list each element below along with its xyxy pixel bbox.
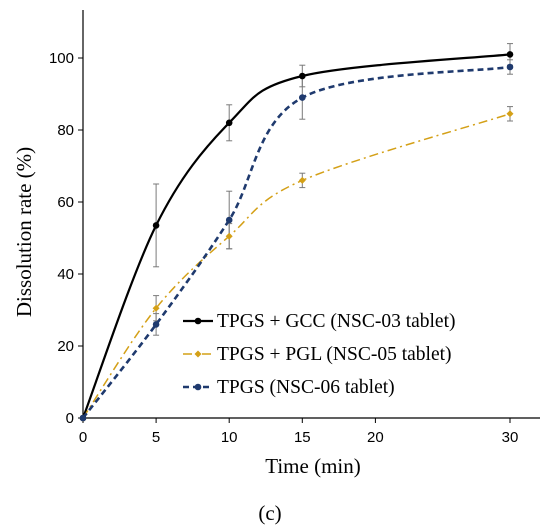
series-line bbox=[81, 65, 511, 419]
data-point bbox=[506, 110, 514, 118]
legend-marker bbox=[194, 383, 202, 391]
legend: TPGS + GCC (NSC-03 tablet) TPGS + PGL (NS… bbox=[183, 311, 456, 398]
y-axis-title: Dissolution rate (%) bbox=[12, 147, 36, 317]
axes bbox=[82, 10, 540, 419]
data-point bbox=[506, 63, 514, 71]
legend-label: TPGS + PGL (NSC-05 tablet) bbox=[217, 344, 452, 365]
y-tick-labels: 0 20 40 60 80 100 bbox=[49, 50, 83, 427]
figure-caption: (c) bbox=[258, 501, 281, 525]
data-point bbox=[152, 304, 160, 312]
series-markers bbox=[79, 51, 514, 422]
y-tick-label: 100 bbox=[49, 50, 74, 67]
legend-marker bbox=[194, 317, 202, 325]
legend-marker bbox=[194, 350, 202, 358]
y-tick-label: 60 bbox=[57, 194, 74, 211]
x-tick-label: 20 bbox=[367, 429, 384, 446]
legend-label: TPGS (NSC-06 tablet) bbox=[217, 377, 395, 398]
y-tick-label: 0 bbox=[66, 410, 74, 427]
x-tick-label: 5 bbox=[152, 429, 160, 446]
x-tick-labels: 0 5 10 15 20 30 bbox=[79, 418, 519, 446]
data-point bbox=[299, 72, 306, 80]
data-point bbox=[225, 232, 233, 240]
y-tick-label: 40 bbox=[57, 266, 74, 283]
series-line bbox=[82, 113, 511, 419]
data-point bbox=[225, 216, 233, 224]
data-point bbox=[152, 222, 160, 229]
data-point bbox=[152, 321, 160, 328]
data-point bbox=[299, 94, 306, 101]
legend-label: TPGS + GCC (NSC-03 tablet) bbox=[217, 311, 456, 332]
x-axis-title: Time (min) bbox=[265, 454, 360, 478]
x-tick-label: 30 bbox=[502, 429, 519, 446]
x-tick-label: 10 bbox=[221, 429, 238, 446]
x-tick-label: 15 bbox=[294, 429, 311, 446]
x-tick-label: 0 bbox=[79, 429, 87, 446]
y-tick-label: 20 bbox=[57, 338, 74, 355]
data-point bbox=[506, 51, 514, 58]
y-tick-label: 80 bbox=[57, 122, 74, 139]
data-point bbox=[225, 119, 233, 127]
data-point bbox=[79, 414, 87, 422]
data-point bbox=[298, 176, 306, 184]
